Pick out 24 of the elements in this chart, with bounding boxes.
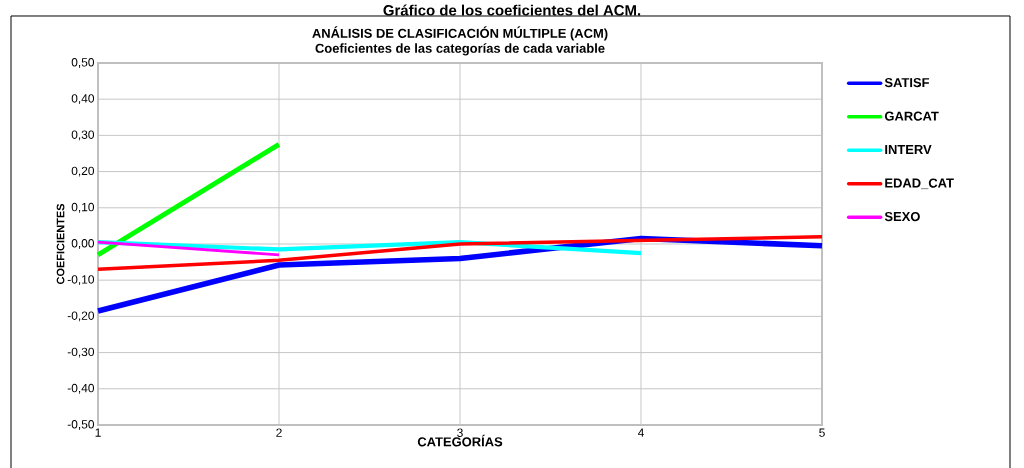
x-tick-label: 2 — [276, 428, 282, 437]
y-tick-label: 0,40 — [71, 94, 95, 105]
legend-label: SEXO — [884, 211, 920, 222]
y-tick-label: 0,30 — [71, 130, 95, 141]
x-tick-label: 4 — [637, 428, 644, 437]
y-tick-label: -0,40 — [67, 383, 95, 394]
y-tick-label: 0,10 — [71, 202, 95, 213]
legend-label: EDAD_CAT — [885, 178, 954, 190]
y-tick-label: 0,50 — [71, 58, 95, 68]
chart-title: ANÁLISIS DE CLASIFICACIÓN MÚLTIPLE (ACM) — [312, 26, 608, 41]
text: Gráfico de los coeficientes del ACM. — [383, 4, 641, 16]
y-tick-label: 0,00 — [71, 239, 95, 249]
y-tick-label: -0,20 — [67, 311, 95, 322]
y-tick-label: -0,50 — [67, 420, 95, 430]
x-tick-label: 5 — [819, 428, 825, 437]
y-tick-label: -0,30 — [67, 347, 95, 358]
y-tick-label: 0,20 — [71, 166, 95, 177]
legend-label: SATISF — [884, 78, 930, 88]
legend-label: INTERV — [885, 145, 932, 154]
y-axis-title: COEFICIENTES — [56, 203, 65, 285]
x-tick-label: 1 — [95, 428, 101, 437]
chart-subtitle: Coeficientes de las categorías de cada variable — [315, 43, 605, 56]
legend-label: GARCAT — [884, 111, 939, 121]
y-tick-label: -0,10 — [67, 275, 95, 286]
